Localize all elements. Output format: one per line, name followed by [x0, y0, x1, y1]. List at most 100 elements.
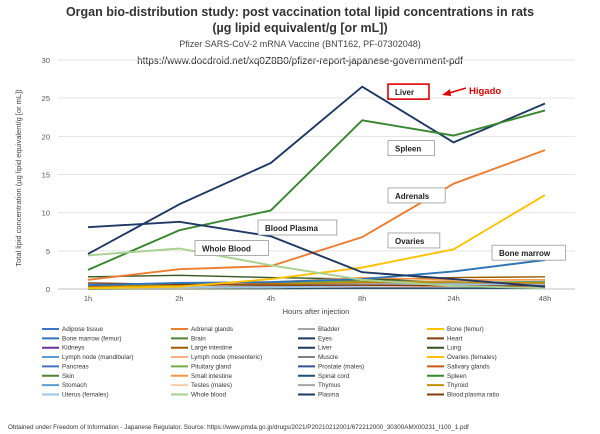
legend-item-kidneys: Kidneys: [42, 345, 84, 352]
legend-item-adipose-tissue: Adipose tissue: [42, 326, 103, 333]
annotation-box: [387, 83, 430, 100]
legend-item-salivary-glands: Salivary glands: [427, 363, 490, 370]
legend-item-eyes: Eyes: [298, 335, 332, 342]
legend-item-spleen: Spleen: [427, 373, 467, 380]
series-line-adrenal-glands: [87, 149, 546, 281]
legend-item-muscle: Muscle: [298, 354, 338, 361]
series-line-plasma: [87, 220, 546, 288]
legend-label: Salivary glands: [447, 363, 490, 370]
higado-callout: Higado: [442, 86, 501, 97]
legend-label: Bladder: [318, 326, 340, 333]
legend-item-thyroid: Thyroid: [427, 382, 468, 389]
x-tick-label: 2h: [175, 294, 183, 303]
annotation-blood-plasma: Blood Plasma: [257, 219, 338, 236]
annotation-label: Blood Plasma: [265, 224, 318, 233]
y-axis-ticks: 0 5 10 15 20 25 30: [42, 56, 50, 294]
legend-item-heart: Heart: [427, 335, 463, 342]
legend-label: Muscle: [318, 354, 338, 361]
annotation-liver: Liver: [387, 83, 430, 100]
annotation-box: [387, 232, 441, 249]
legend-label: Eyes: [318, 335, 332, 342]
legend-item-whole-blood: Whole blood: [171, 391, 227, 398]
legend-label: Heart: [447, 335, 463, 342]
legend-label: Blood:plasma ratio: [447, 391, 500, 398]
y-axis-label: Total lipid concentration (µg lipid equi…: [14, 89, 23, 267]
legend-item-lung: Lung: [427, 345, 462, 352]
chart-title: Organ bio-distribution study: post vacci…: [66, 5, 534, 19]
legend: Adipose tissue Adrenal glands Bladder Bone …: [42, 326, 500, 398]
legend-label: Uterus (females): [62, 391, 109, 398]
chart-subtitle: Pfizer SARS-CoV-2 mRNA Vaccine (BNT162, …: [179, 39, 420, 49]
higado-arrowhead: [442, 89, 451, 96]
annotation-spleen: Spleen: [387, 140, 435, 157]
annotation-ovaries: Ovaries: [387, 232, 441, 249]
legend-item-stomach: Stomach: [42, 382, 87, 389]
legend-item-adrenal-glands: Adrenal glands: [171, 326, 233, 333]
legend-item-thymus: Thymus: [298, 382, 340, 389]
y-tick-label: 15: [42, 171, 50, 180]
footer-source: Obtained under Freedom of Information - …: [8, 424, 469, 431]
legend-item-blood-plasma-ratio: Blood:plasma ratio: [427, 391, 500, 398]
legend-item-small-intestine: Small intestine: [171, 373, 232, 380]
series-line-ovaries-females: [87, 194, 546, 290]
y-tick-label: 20: [42, 132, 50, 141]
legend-label: Pancreas: [62, 363, 89, 370]
annotation-adrenals: Adrenals: [387, 187, 446, 204]
legend-label: Small intestine: [191, 373, 232, 380]
legend-item-pancreas: Pancreas: [42, 363, 89, 370]
annotation-whole-blood: Whole Blood: [194, 240, 269, 256]
chart-title-line2: (µg lipid equivalent/g [or mL]): [212, 21, 387, 35]
series-line-whole-blood: [87, 247, 546, 290]
legend-item-plasma: Plasma: [298, 391, 339, 398]
annotation-box: [387, 187, 446, 204]
series-line-liver: [87, 85, 546, 255]
x-tick-label: 8h: [358, 294, 366, 303]
legend-item-bladder: Bladder: [298, 326, 340, 333]
legend-label: Liver: [318, 345, 332, 352]
legend-label: Prostate (males): [318, 363, 364, 370]
annotation-label: Adrenals: [395, 192, 430, 201]
annotation-label: Bone marrow: [499, 249, 551, 258]
legend-item-bone-marrow-femur: Bone marrow (femur): [42, 335, 122, 342]
legend-label: Kidneys: [62, 345, 84, 352]
legend-label: Adrenal glands: [191, 326, 233, 333]
legend-label: Testes (males): [191, 382, 232, 389]
legend-item-ovaries-females: Ovaries (females): [427, 354, 497, 361]
annotation-label: Whole Blood: [202, 245, 251, 254]
higado-label: Higado: [469, 86, 501, 97]
x-tick-label: 24h: [447, 294, 460, 303]
annotation-label: Ovaries: [395, 237, 425, 246]
y-tick-label: 10: [42, 209, 50, 218]
annotation-box: [491, 244, 566, 261]
annotation-box: [387, 140, 435, 157]
annotation-box: [194, 240, 269, 256]
y-tick-label: 0: [46, 285, 50, 294]
legend-item-testes-males: Testes (males): [171, 382, 232, 389]
legend-label: Whole blood: [191, 391, 227, 398]
legend-label: Brain: [191, 335, 206, 342]
legend-item-skin: Skin: [42, 373, 75, 380]
annotations: Liver Spleen Adrenals Ovaries Bone marrow Blo…: [194, 83, 566, 261]
legend-label: Stomach: [62, 382, 87, 389]
legend-label: Large intestine: [191, 345, 233, 352]
legend-item-prostate-males: Prostate (males): [298, 363, 364, 370]
legend-item-brain: Brain: [171, 335, 206, 342]
legend-label: Spinal cord: [318, 373, 350, 380]
legend-label: Adipose tissue: [62, 326, 103, 333]
legend-label: Plasma: [318, 391, 339, 398]
x-axis-label: Hours after injection: [283, 307, 350, 316]
y-tick-label: 30: [42, 56, 50, 65]
x-tick-label: 4h: [267, 294, 275, 303]
x-tick-label: 48h: [539, 294, 552, 303]
legend-label: Thyroid: [447, 382, 468, 389]
y-tick-label: 5: [46, 247, 50, 256]
annotation-box: [257, 219, 338, 236]
series-line-thyroid: [87, 281, 546, 289]
annotation-label: Liver: [395, 88, 414, 97]
legend-label: Lymph node (mandibular): [62, 354, 134, 361]
annotation-label: Spleen: [395, 145, 421, 154]
legend-item-large-intestine: Large intestine: [171, 345, 233, 352]
legend-label: Skin: [62, 373, 75, 380]
legend-item-spinal-cord: Spinal cord: [298, 373, 350, 380]
